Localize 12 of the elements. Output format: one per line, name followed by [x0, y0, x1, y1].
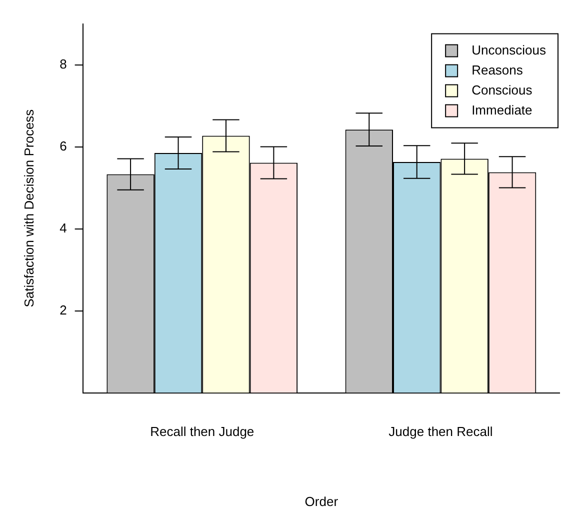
- y-axis-title: Satisfaction with Decision Process: [21, 108, 36, 308]
- y-tick-label: 8: [60, 56, 67, 72]
- legend-label: Reasons: [472, 62, 524, 78]
- legend-label: Conscious: [472, 82, 533, 98]
- y-tick-label: 2: [60, 302, 67, 318]
- x-axis-title: Order: [304, 494, 339, 509]
- y-tick-label: 4: [60, 220, 67, 236]
- legend-label: Immediate: [472, 102, 532, 118]
- y-tick-label: 6: [60, 138, 67, 154]
- legend-label: Unconscious: [472, 42, 546, 58]
- x-tick-label: Recall then Judge: [150, 424, 254, 440]
- x-tick-label: Judge then Recall: [388, 424, 493, 440]
